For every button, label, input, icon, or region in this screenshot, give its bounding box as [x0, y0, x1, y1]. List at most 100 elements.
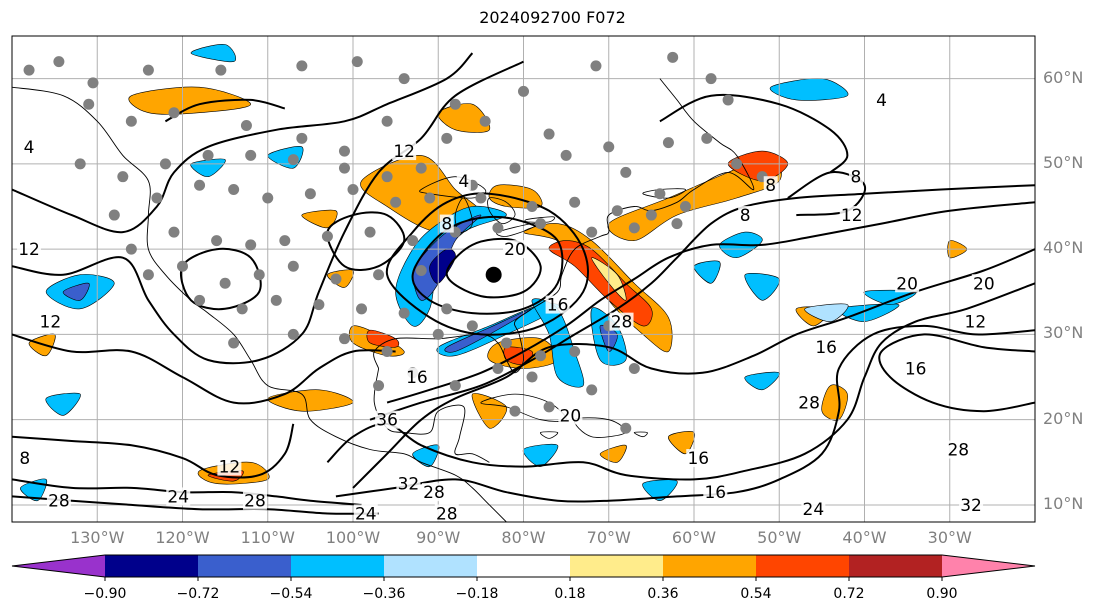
- colorbar-tick-label: 0.54: [740, 586, 772, 602]
- contour-label-backing: [38, 312, 63, 331]
- contour-label: 16: [687, 449, 709, 469]
- colorbar-tick-label: −0.36: [362, 586, 406, 602]
- vorticity-area: [744, 272, 780, 301]
- longitude-label: 90°W: [416, 528, 461, 547]
- station-marker: [87, 77, 99, 89]
- contour-label-backing: [797, 393, 822, 412]
- station-marker: [338, 162, 350, 174]
- colorbar-tick-label: 0.72: [833, 586, 865, 602]
- contour-label: 20: [504, 240, 526, 260]
- station-marker: [645, 209, 657, 221]
- height-contour: [335, 324, 1035, 503]
- vorticity-area: [45, 392, 81, 416]
- contour-label-backing: [971, 274, 996, 293]
- station-marker: [390, 196, 402, 208]
- contour-label-backing: [242, 491, 267, 510]
- contour-label: 4: [24, 138, 35, 158]
- contour-label-backing: [46, 491, 71, 510]
- station-marker: [74, 158, 86, 170]
- station-marker: [722, 94, 734, 106]
- station-marker: [679, 201, 691, 213]
- contour-label: 32: [398, 475, 420, 495]
- station-marker: [701, 132, 713, 144]
- station-marker: [211, 235, 223, 247]
- station-marker: [321, 230, 333, 242]
- station-marker: [373, 380, 385, 392]
- vorticity-area: [642, 479, 678, 502]
- vorticity-area: [821, 384, 848, 421]
- contour-label: 16: [905, 360, 927, 380]
- height-contour: [326, 282, 1035, 481]
- longitude-label: 40°W: [842, 528, 887, 547]
- contour-label: 20: [560, 406, 582, 426]
- station-marker: [415, 264, 427, 276]
- station-marker: [569, 345, 581, 357]
- longitude-label: 100°W: [325, 528, 381, 547]
- contour-label: 16: [815, 338, 837, 358]
- colorbar-segment: [570, 555, 663, 577]
- contour-label-backing: [703, 483, 728, 502]
- vorticity-area: [769, 78, 849, 101]
- station-marker: [279, 235, 291, 247]
- height-contour: [326, 211, 406, 271]
- contour-label-backing: [558, 406, 583, 425]
- vorticity-area: [668, 431, 695, 455]
- station-marker: [23, 64, 35, 76]
- longitude-label: 120°W: [155, 528, 210, 547]
- contour-label-backing: [392, 142, 417, 161]
- station-marker: [526, 371, 538, 383]
- longitude-label: 130°W: [70, 528, 125, 547]
- vorticity-area: [301, 209, 338, 229]
- vorticity-area: [522, 443, 559, 467]
- station-marker: [304, 188, 316, 200]
- colorbar-segment: [756, 555, 849, 577]
- station-marker: [500, 337, 512, 349]
- station-marker: [586, 384, 598, 396]
- station-marker: [381, 115, 393, 127]
- station-marker: [479, 115, 491, 127]
- colorbar-segment: [291, 555, 384, 577]
- station-marker: [586, 226, 598, 238]
- graticule: [12, 36, 1035, 522]
- colorbar-segment: [663, 555, 756, 577]
- contour-label-backing: [959, 495, 984, 514]
- station-marker: [142, 269, 154, 281]
- island-outline: [633, 431, 648, 438]
- station-marker: [313, 299, 325, 311]
- plot-title: 2024092700 F072: [479, 8, 626, 27]
- station-marker: [287, 260, 299, 272]
- contour-label: 8: [851, 168, 862, 188]
- height-contour: [386, 201, 1035, 404]
- height-contour: [659, 93, 849, 174]
- colorbar-tick-label: −0.72: [176, 586, 220, 602]
- station-marker: [628, 222, 640, 234]
- station-marker: [662, 137, 674, 149]
- station-marker: [364, 226, 376, 238]
- contour-label: 12: [18, 240, 40, 260]
- latitude-label: 20°N: [1043, 408, 1084, 428]
- contour-label-backing: [946, 440, 971, 459]
- contour-label-backing: [17, 449, 32, 468]
- contour-label: 28: [244, 492, 266, 512]
- contour-label-backing: [375, 410, 400, 429]
- contour-label: 12: [219, 458, 241, 478]
- station-marker: [590, 60, 602, 72]
- contour-label-backing: [763, 176, 778, 195]
- contour-label-backing: [903, 359, 928, 378]
- station-marker: [142, 64, 154, 76]
- station-marker: [569, 196, 581, 208]
- station-marker: [356, 303, 368, 315]
- station-marker: [373, 269, 385, 281]
- station-marker: [628, 363, 640, 375]
- vorticity-area: [599, 444, 627, 463]
- height-contour-layer: [12, 52, 1035, 515]
- station-marker: [535, 218, 547, 230]
- contour-label-backing: [963, 312, 988, 331]
- contour-label: 24: [167, 487, 189, 507]
- coastline: [12, 86, 507, 522]
- colorbar-segment: [849, 555, 942, 577]
- colorbar-segment: [477, 555, 570, 577]
- station-marker: [287, 328, 299, 340]
- contour-label: 4: [876, 91, 887, 111]
- station-marker: [667, 51, 679, 63]
